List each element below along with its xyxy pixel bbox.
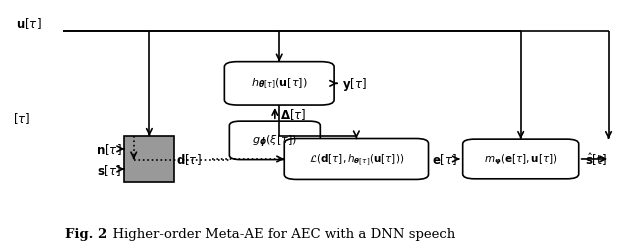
Text: $\mathbf{y}[\tau]$: $\mathbf{y}[\tau]$: [342, 76, 367, 92]
FancyBboxPatch shape: [229, 122, 320, 160]
Text: $g_{\boldsymbol{\phi}}(\xi[\tau])$: $g_{\boldsymbol{\phi}}(\xi[\tau])$: [252, 133, 298, 149]
FancyBboxPatch shape: [284, 139, 429, 180]
Text: $\boldsymbol{\Delta}[\tau]$: $\boldsymbol{\Delta}[\tau]$: [280, 106, 306, 121]
Text: $[\tau]$: $[\tau]$: [13, 111, 30, 126]
Text: $\mathbf{e}[\tau]$: $\mathbf{e}[\tau]$: [431, 152, 457, 167]
Bar: [124, 137, 175, 182]
Text: $\mathbf{n}[\tau]$: $\mathbf{n}[\tau]$: [95, 142, 121, 157]
Text: $\mathbf{d}[\tau]$: $\mathbf{d}[\tau]$: [177, 152, 202, 167]
Text: $\mathbf{s}[\tau]$: $\mathbf{s}[\tau]$: [97, 162, 121, 177]
Text: $h_{\boldsymbol{\theta}[\tau]}(\mathbf{u}[\tau])$: $h_{\boldsymbol{\theta}[\tau]}(\mathbf{u…: [251, 77, 307, 91]
Text: Fig. 2: Fig. 2: [65, 227, 107, 240]
FancyBboxPatch shape: [463, 140, 579, 179]
Text: $\mathbf{u}[\tau]$: $\mathbf{u}[\tau]$: [16, 16, 42, 31]
Text: $m_{\boldsymbol{\varphi}}(\mathbf{e}[\tau], \mathbf{u}[\tau])$: $m_{\boldsymbol{\varphi}}(\mathbf{e}[\ta…: [484, 152, 557, 167]
Text: $\hat{\mathbf{s}}[\mathrm{t}]$: $\hat{\mathbf{s}}[\mathrm{t}]$: [585, 151, 607, 168]
Text: Higher-order Meta-AE for AEC with a DNN speech: Higher-order Meta-AE for AEC with a DNN …: [104, 227, 455, 240]
FancyBboxPatch shape: [225, 62, 334, 106]
Text: $\mathcal{L}(\mathbf{d}[\tau], h_{\boldsymbol{\theta}[\tau]}(\mathbf{u}[\tau]))$: $\mathcal{L}(\mathbf{d}[\tau], h_{\bolds…: [308, 151, 404, 167]
